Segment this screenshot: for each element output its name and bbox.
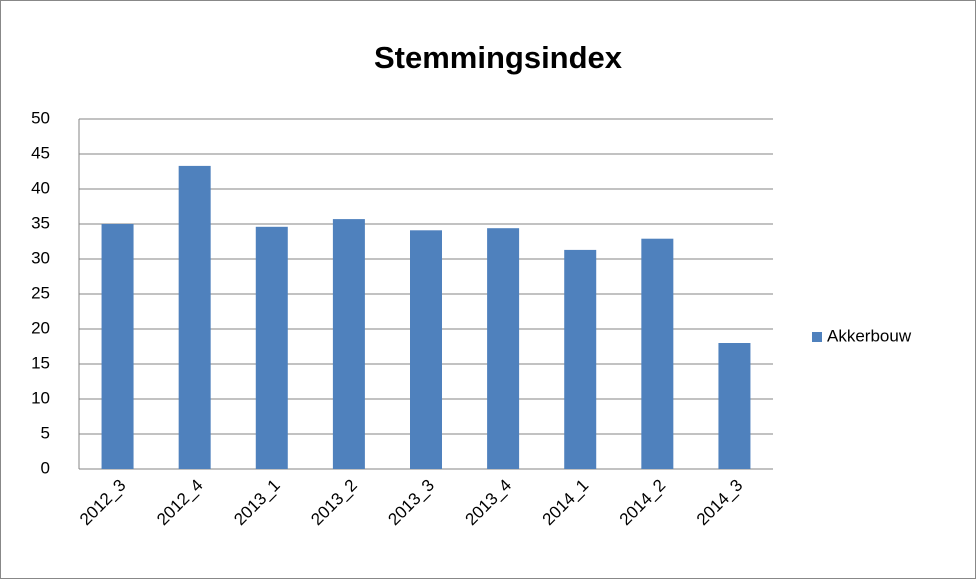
bar [410, 230, 442, 469]
y-tick-label: 50 [31, 108, 50, 127]
bar [641, 238, 674, 469]
y-tick-label: 15 [31, 353, 50, 372]
y-tick-label: 10 [31, 388, 50, 407]
y-tick-label: 30 [31, 248, 50, 267]
chart-title: Stemmingsindex [374, 40, 623, 75]
bar [255, 226, 288, 469]
bar [564, 249, 597, 469]
y-tick-label: 20 [31, 318, 50, 337]
bar [332, 219, 365, 469]
y-tick-label: 0 [41, 458, 50, 477]
y-tick-label: 5 [41, 423, 50, 442]
y-tick-label: 45 [31, 143, 50, 162]
y-tick-label: 40 [31, 178, 50, 197]
bar [178, 165, 211, 469]
bar [101, 224, 134, 469]
y-tick-label: 35 [31, 213, 50, 232]
legend-label: Akkerbouw [827, 326, 912, 345]
bar [718, 343, 751, 469]
bar [487, 228, 520, 469]
y-tick-label: 25 [31, 283, 50, 302]
legend-swatch [812, 332, 822, 342]
